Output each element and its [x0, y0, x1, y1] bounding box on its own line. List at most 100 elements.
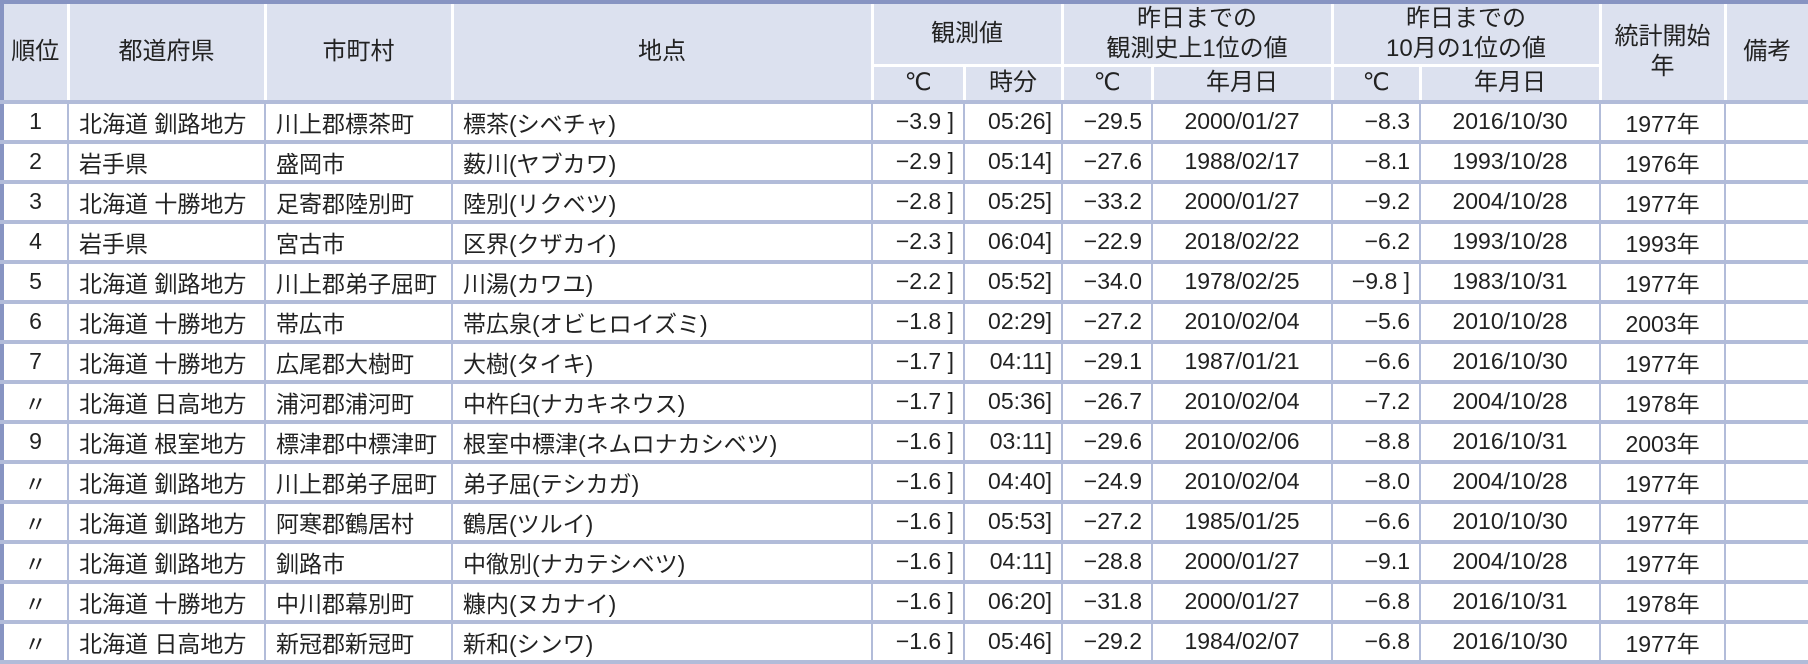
- cell-station: 根室中標津(ネムロナカシベツ): [451, 419, 873, 464]
- cell-record-date: 2010/02/04: [1150, 299, 1334, 344]
- cell-prefecture: 北海道 十勝地方: [67, 179, 266, 224]
- table-row: 〃 北海道 十勝地方 中川郡幕別町 糠内(ヌカナイ) −1.6 ] 06:20]…: [1, 579, 1808, 624]
- cell-station: 区界(クザカイ): [451, 219, 873, 264]
- cell-record-temp: −27.2: [1061, 299, 1153, 344]
- cell-record-date: 2000/01/27: [1150, 179, 1334, 224]
- table-row: 〃 北海道 釧路地方 釧路市 中徹別(ナカテシベツ) −1.6 ] 04:11]…: [1, 539, 1808, 584]
- cell-station: 帯広泉(オビヒロイズミ): [451, 299, 873, 344]
- cell-october-date: 2004/10/28: [1419, 179, 1602, 224]
- col-header-observed-group: 観測値: [870, 0, 1064, 67]
- cell-record-date: 2000/01/27: [1150, 539, 1334, 584]
- col-header-record-group: 昨日までの 観測史上1位の値: [1060, 0, 1334, 67]
- cell-observed-temp: −2.8 ]: [871, 179, 965, 224]
- cell-record-date: 1985/01/25: [1150, 499, 1334, 544]
- cell-rank: 〃: [1, 539, 69, 584]
- cell-rank: 3: [1, 179, 69, 224]
- cell-prefecture: 北海道 釧路地方: [67, 499, 266, 544]
- cell-remarks: [1724, 179, 1808, 224]
- cell-start-year: 2003年: [1599, 419, 1727, 464]
- cell-station: 中杵臼(ナカキネウス): [451, 379, 873, 424]
- cell-start-year: 1977年: [1599, 619, 1727, 664]
- cell-observed-temp: −1.6 ]: [871, 539, 965, 584]
- cell-observed-temp: −1.6 ]: [871, 499, 965, 544]
- cell-prefecture: 北海道 釧路地方: [67, 99, 266, 144]
- col-header-observed-celsius: ℃: [870, 64, 966, 103]
- cell-observed-time: 03:11]: [963, 419, 1063, 464]
- cell-observed-temp: −1.6 ]: [871, 579, 965, 624]
- table-row: 2 岩手県 盛岡市 薮川(ヤブカワ) −2.9 ] 05:14] −27.6 1…: [1, 139, 1808, 184]
- cell-municipality: 川上郡弟子屈町: [264, 459, 453, 504]
- cell-observed-temp: −1.7 ]: [871, 339, 965, 384]
- cell-station: 糠内(ヌカナイ): [451, 579, 873, 624]
- col-header-station: 地点: [450, 0, 874, 103]
- cell-municipality: 広尾郡大樹町: [264, 339, 453, 384]
- cell-rank: 2: [1, 139, 69, 184]
- header-group-row: 順位 都道府県 市町村 地点 観測値 昨日までの 観測史上1位の値 昨日までの …: [0, 0, 1808, 103]
- cell-rank: 7: [1, 339, 69, 384]
- cell-october-date: 2010/10/28: [1419, 299, 1602, 344]
- cell-record-temp: −33.2: [1061, 179, 1153, 224]
- cell-observed-temp: −2.2 ]: [871, 259, 965, 304]
- cell-start-year: 1977年: [1599, 99, 1727, 144]
- cell-record-temp: −28.8: [1061, 539, 1153, 584]
- cell-observed-temp: −1.6 ]: [871, 419, 965, 464]
- cell-start-year: 2003年: [1599, 299, 1727, 344]
- cell-municipality: 中川郡幕別町: [264, 579, 453, 624]
- cell-remarks: [1724, 459, 1808, 504]
- cell-observed-time: 04:40]: [963, 459, 1063, 504]
- cell-municipality: 川上郡標茶町: [264, 99, 453, 144]
- cell-rank: 〃: [1, 579, 69, 624]
- cell-october-date: 2010/10/30: [1419, 499, 1602, 544]
- table-row: 4 岩手県 宮古市 区界(クザカイ) −2.3 ] 06:04] −22.9 2…: [1, 219, 1808, 264]
- cell-record-date: 2018/02/22: [1150, 219, 1334, 264]
- table-row: 5 北海道 釧路地方 川上郡弟子屈町 川湯(カワユ) −2.2 ] 05:52]…: [1, 259, 1808, 304]
- cell-october-temp: −9.1: [1331, 539, 1422, 584]
- cell-observed-time: 05:53]: [963, 499, 1063, 544]
- cell-record-date: 2010/02/04: [1150, 459, 1334, 504]
- cell-october-temp: −7.2: [1331, 379, 1422, 424]
- col-header-record-celsius: ℃: [1060, 64, 1154, 103]
- cell-remarks: [1724, 419, 1808, 464]
- cell-record-temp: −29.6: [1061, 419, 1153, 464]
- cell-record-temp: −29.1: [1061, 339, 1153, 384]
- cell-october-date: 2004/10/28: [1419, 459, 1602, 504]
- cell-prefecture: 北海道 十勝地方: [67, 579, 266, 624]
- cell-station: 鶴居(ツルイ): [451, 499, 873, 544]
- cell-start-year: 1977年: [1599, 259, 1727, 304]
- cell-start-year: 1976年: [1599, 139, 1727, 184]
- col-header-october-celsius: ℃: [1330, 64, 1422, 103]
- cell-remarks: [1724, 139, 1808, 184]
- cell-prefecture: 北海道 十勝地方: [67, 339, 266, 384]
- cell-october-date: 2016/10/31: [1419, 579, 1602, 624]
- cell-record-date: 1987/01/21: [1150, 339, 1334, 384]
- col-header-record-date: 年月日: [1150, 64, 1334, 103]
- cell-municipality: 阿寒郡鶴居村: [264, 499, 453, 544]
- cell-observed-temp: −2.9 ]: [871, 139, 965, 184]
- cell-observed-time: 06:04]: [963, 219, 1063, 264]
- cell-record-temp: −27.2: [1061, 499, 1153, 544]
- cell-prefecture: 北海道 釧路地方: [67, 259, 266, 304]
- cell-record-temp: −27.6: [1061, 139, 1153, 184]
- table-row: 〃 北海道 釧路地方 川上郡弟子屈町 弟子屈(テシカガ) −1.6 ] 04:4…: [1, 459, 1808, 504]
- cell-rank: 1: [1, 99, 69, 144]
- cell-observed-time: 04:11]: [963, 339, 1063, 384]
- cell-station: 川湯(カワユ): [451, 259, 873, 304]
- cell-prefecture: 北海道 釧路地方: [67, 539, 266, 584]
- cell-observed-temp: −2.3 ]: [871, 219, 965, 264]
- header-sub-row: ℃ 時分 ℃ 年月日 ℃ 年月日: [2, 64, 1808, 103]
- cell-prefecture: 北海道 十勝地方: [67, 299, 266, 344]
- cell-municipality: 標津郡中標津町: [264, 419, 453, 464]
- cell-observed-time: 05:26]: [963, 99, 1063, 144]
- cell-october-date: 2016/10/31: [1419, 419, 1602, 464]
- cell-municipality: 足寄郡陸別町: [264, 179, 453, 224]
- cell-october-temp: −8.8: [1331, 419, 1422, 464]
- cell-station: 陸別(リクベツ): [451, 179, 873, 224]
- cell-prefecture: 岩手県: [67, 219, 266, 264]
- table-row: 〃 北海道 釧路地方 阿寒郡鶴居村 鶴居(ツルイ) −1.6 ] 05:53] …: [1, 499, 1808, 544]
- cell-rank: 4: [1, 219, 69, 264]
- cell-record-date: 1984/02/07: [1150, 619, 1334, 664]
- cell-start-year: 1977年: [1599, 539, 1727, 584]
- cell-october-temp: −6.6: [1331, 339, 1422, 384]
- cell-municipality: 宮古市: [264, 219, 453, 264]
- cell-observed-time: 05:52]: [963, 259, 1063, 304]
